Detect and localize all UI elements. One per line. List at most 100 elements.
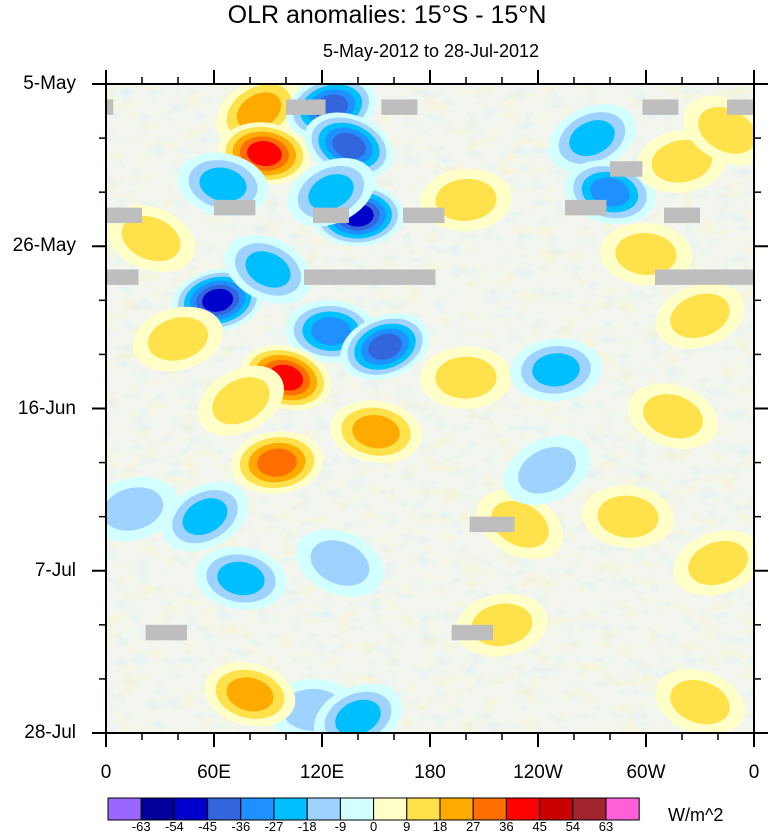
colorbar-swatch: [306, 797, 341, 821]
colorbar-swatch: [572, 797, 607, 821]
anomaly-blob: [224, 235, 312, 304]
anomaly-blob: [204, 662, 296, 727]
anomaly-contour: [518, 447, 576, 494]
anomaly-blob: [313, 683, 403, 733]
anomaly-contour: [569, 120, 615, 157]
colorbar-label: 63: [598, 819, 614, 834]
colorbar-swatch: [107, 797, 142, 821]
anomaly-contour: [247, 141, 282, 167]
colorbar-label: -9: [334, 819, 347, 834]
x-tick-label: 60W: [626, 762, 666, 783]
y-tick-label: 7-Jul: [34, 559, 76, 581]
colorbar-label: -27: [264, 819, 284, 834]
missing-data-segment: [106, 99, 114, 115]
anomaly-contour: [352, 414, 400, 449]
chart-title: OLR anomalies: 15°S - 15°N: [227, 1, 547, 29]
anomaly-blob: [510, 338, 602, 402]
missing-data-segment: [469, 516, 515, 533]
missing-data-segment: [381, 99, 418, 115]
colorbar-label: 9: [403, 819, 411, 834]
anomaly-contour: [121, 215, 181, 262]
colorbar-swatch: [472, 797, 507, 821]
colorbar-swatch: [505, 797, 541, 821]
x-tick-label: 60E: [197, 762, 231, 783]
anomaly-contour: [202, 288, 234, 312]
anomaly-blob: [628, 383, 718, 449]
colorbar-swatch: [339, 797, 375, 821]
anomaly-contour: [651, 139, 713, 183]
anomaly-contour: [147, 317, 209, 361]
anomaly-contour: [615, 232, 677, 276]
missing-data-segment: [610, 161, 643, 177]
anomaly-contour: [257, 448, 297, 477]
anomaly-contour: [435, 356, 497, 399]
missing-data-segment: [145, 624, 187, 641]
anomaly-contour: [688, 540, 748, 586]
missing-data-segment: [664, 207, 700, 224]
anomaly-contour: [310, 540, 370, 586]
anomaly-contour: [435, 178, 497, 221]
colorbar-label: -36: [231, 819, 251, 834]
colorbar-swatch: [240, 797, 275, 821]
anomaly-blob: [340, 313, 430, 380]
missing-data-segment: [451, 624, 493, 641]
anomaly-contour: [670, 679, 730, 725]
missing-data-segment: [403, 207, 445, 224]
anomaly-blob: [132, 306, 224, 372]
anomaly-contour: [335, 699, 381, 733]
colorbar-swatch: [373, 797, 408, 821]
anomaly-blob: [582, 485, 674, 548]
y-tick-label: 26-May: [12, 235, 76, 257]
anomaly-contour: [590, 177, 630, 207]
colorbar-swatch: [439, 797, 474, 821]
colorbar-label: -63: [131, 819, 151, 834]
x-tick-label: 120W: [513, 762, 563, 783]
missing-data-segment: [655, 269, 754, 285]
anomaly-contour: [199, 167, 247, 202]
anomaly-blob: [195, 547, 287, 610]
colorbar-swatch: [406, 797, 441, 821]
colorbar-label: -18: [297, 819, 317, 834]
anomaly-blob: [295, 529, 385, 597]
colorbar-label: 18: [432, 819, 448, 834]
anomaly-contour: [532, 353, 580, 387]
anomaly-contour: [368, 333, 402, 360]
anomaly-blob: [287, 158, 375, 227]
missing-data-segment: [106, 269, 139, 285]
missing-data-segment: [565, 199, 607, 216]
colorbar-swatch: [273, 797, 308, 821]
anomaly-blob: [231, 431, 323, 494]
y-tick-label: 28-Jul: [24, 722, 76, 743]
colorbar-swatch: [207, 797, 242, 821]
colorbar-label: -54: [164, 819, 184, 834]
anomaly-contour: [106, 487, 164, 531]
anomaly-blob: [503, 435, 591, 505]
anomaly-blob: [673, 530, 754, 596]
anomaly-contour: [236, 92, 282, 130]
x-tick-label: 0: [100, 762, 112, 783]
anomaly-contour: [212, 377, 270, 425]
anomaly-contour: [698, 107, 754, 154]
x-tick-label: 120E: [299, 762, 345, 783]
chart-subtitle: 5-May-2012 to 28-Jul-2012: [322, 41, 540, 61]
missing-data-segment: [214, 199, 256, 216]
missing-data-segment: [727, 99, 754, 115]
colorbar-swatch: [539, 797, 574, 821]
anomaly-blob: [548, 104, 636, 173]
anomaly-contour: [491, 500, 549, 548]
anomaly-blob: [330, 400, 422, 464]
missing-data-segment: [304, 269, 436, 285]
anomaly-contour: [226, 677, 274, 712]
anomaly-blob: [655, 669, 745, 733]
colorbar-units: W/m^2: [668, 805, 724, 825]
anomaly-contour: [643, 394, 703, 439]
colorbar-swatch: [173, 797, 209, 821]
anomaly-contour: [245, 251, 291, 288]
anomaly-contour: [217, 561, 265, 596]
y-tick-label: 16-Jun: [17, 397, 76, 419]
anomaly-blob: [161, 481, 249, 552]
anomaly-contour: [670, 293, 730, 339]
missing-data-segment: [642, 99, 679, 115]
colorbar-label: 27: [465, 819, 481, 834]
